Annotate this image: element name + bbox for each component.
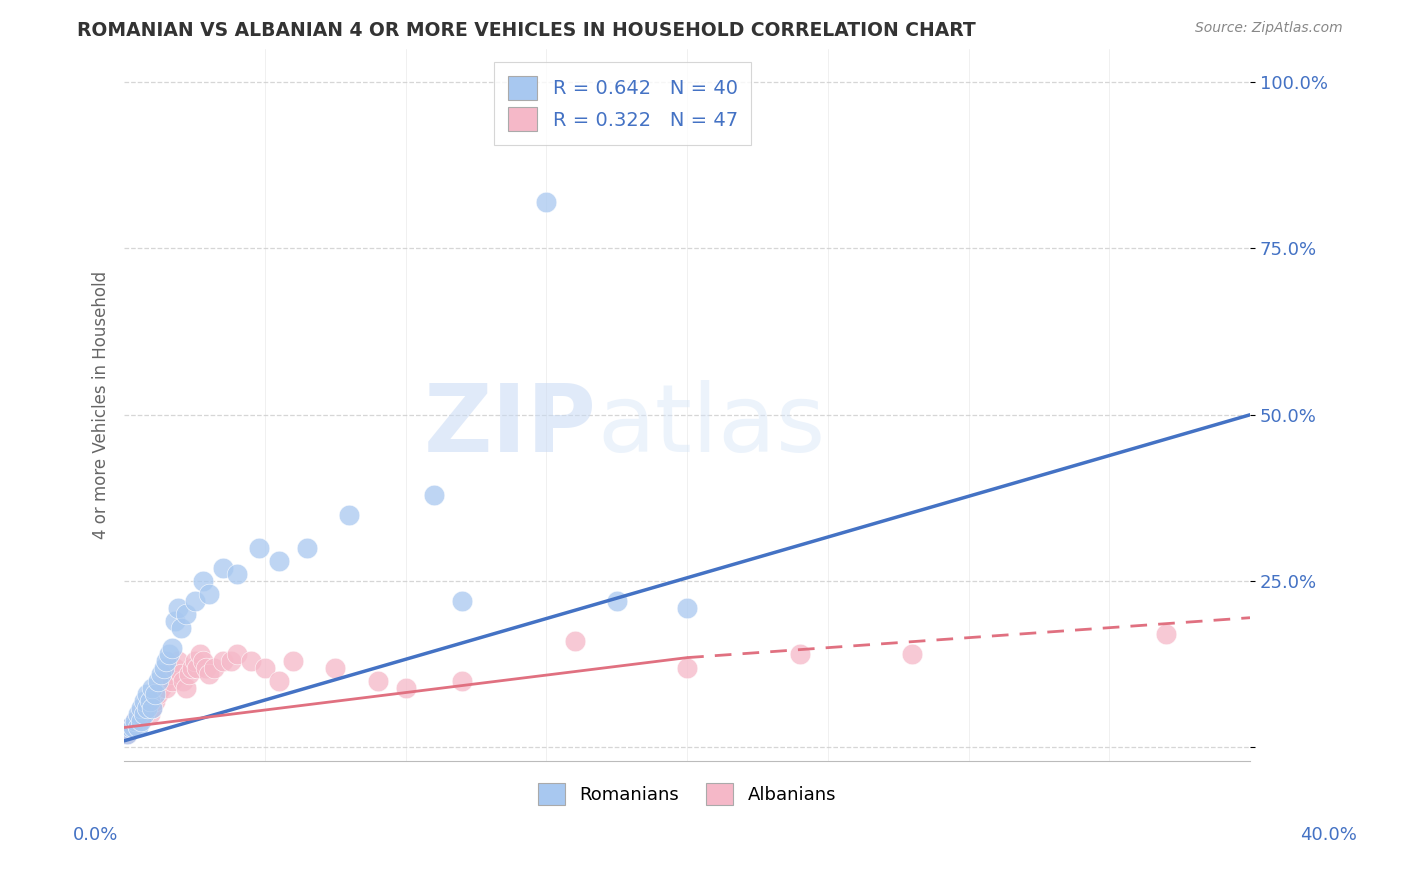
Point <box>169 667 191 681</box>
Text: atlas: atlas <box>598 380 825 472</box>
Point <box>129 700 152 714</box>
Point <box>186 660 208 674</box>
Point <box>323 660 346 674</box>
Point <box>127 707 149 722</box>
Point <box>121 721 143 735</box>
Point <box>174 607 197 622</box>
Point <box>127 714 149 728</box>
Point <box>129 707 152 722</box>
Point <box>901 648 924 662</box>
Point <box>606 594 628 608</box>
Point <box>118 721 141 735</box>
Point <box>149 667 172 681</box>
Point <box>211 654 233 668</box>
Point <box>149 681 172 695</box>
Point <box>197 667 219 681</box>
Point <box>138 707 160 722</box>
Point <box>163 660 186 674</box>
Point <box>160 673 183 688</box>
Point <box>115 727 138 741</box>
Point <box>174 681 197 695</box>
Point <box>191 574 214 588</box>
Point <box>676 660 699 674</box>
Point <box>115 727 138 741</box>
Point <box>135 687 157 701</box>
Point <box>219 654 242 668</box>
Point <box>225 648 247 662</box>
Point <box>423 488 446 502</box>
Point <box>143 687 166 701</box>
Point <box>789 648 811 662</box>
Point <box>118 721 141 735</box>
Point <box>197 587 219 601</box>
Legend: Romanians, Albanians: Romanians, Albanians <box>530 776 844 813</box>
Point <box>132 707 155 722</box>
Point <box>127 721 149 735</box>
Point <box>163 614 186 628</box>
Point <box>160 640 183 655</box>
Point <box>1154 627 1177 641</box>
Point <box>177 667 200 681</box>
Point <box>172 673 194 688</box>
Point <box>183 654 205 668</box>
Point <box>143 694 166 708</box>
Point <box>239 654 262 668</box>
Point <box>188 648 211 662</box>
Point <box>225 567 247 582</box>
Point <box>146 673 169 688</box>
Point <box>138 694 160 708</box>
Point <box>253 660 276 674</box>
Point <box>395 681 418 695</box>
Point <box>183 594 205 608</box>
Point <box>180 660 202 674</box>
Point <box>135 700 157 714</box>
Point <box>267 673 290 688</box>
Point <box>166 600 188 615</box>
Text: Source: ZipAtlas.com: Source: ZipAtlas.com <box>1195 21 1343 35</box>
Point <box>141 681 163 695</box>
Point <box>129 714 152 728</box>
Point <box>169 621 191 635</box>
Point <box>132 694 155 708</box>
Point <box>194 660 217 674</box>
Y-axis label: 4 or more Vehicles in Household: 4 or more Vehicles in Household <box>93 271 110 539</box>
Point <box>337 508 360 522</box>
Text: 0.0%: 0.0% <box>73 826 118 844</box>
Point <box>124 714 146 728</box>
Point <box>135 700 157 714</box>
Point <box>155 654 177 668</box>
Point <box>564 634 586 648</box>
Point <box>367 673 389 688</box>
Point <box>157 648 180 662</box>
Text: ZIP: ZIP <box>425 380 598 472</box>
Point <box>157 667 180 681</box>
Text: ROMANIAN VS ALBANIAN 4 OR MORE VEHICLES IN HOUSEHOLD CORRELATION CHART: ROMANIAN VS ALBANIAN 4 OR MORE VEHICLES … <box>77 21 976 39</box>
Point <box>146 687 169 701</box>
Text: 40.0%: 40.0% <box>1301 826 1357 844</box>
Point <box>152 673 174 688</box>
Point <box>155 681 177 695</box>
Point <box>191 654 214 668</box>
Point <box>202 660 225 674</box>
Point <box>152 660 174 674</box>
Point <box>211 561 233 575</box>
Point <box>451 673 474 688</box>
Point <box>166 654 188 668</box>
Point <box>121 721 143 735</box>
Point <box>141 700 163 714</box>
Point <box>536 194 558 209</box>
Point <box>295 541 318 555</box>
Point <box>132 707 155 722</box>
Point <box>267 554 290 568</box>
Point <box>451 594 474 608</box>
Point <box>281 654 304 668</box>
Point <box>247 541 270 555</box>
Point <box>124 714 146 728</box>
Point <box>141 700 163 714</box>
Point <box>676 600 699 615</box>
